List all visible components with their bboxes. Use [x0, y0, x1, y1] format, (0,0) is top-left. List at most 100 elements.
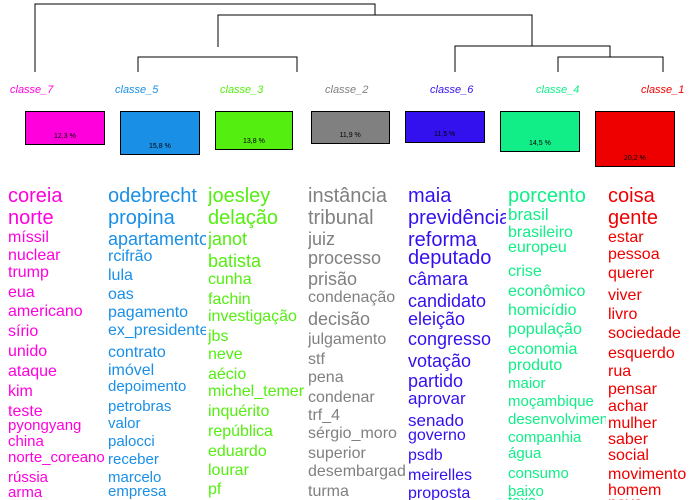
word-item: china — [8, 433, 44, 450]
word-item: trump — [8, 264, 49, 281]
word-item: superior — [308, 445, 366, 462]
word-item: econômico — [508, 283, 586, 300]
word-item: pagamento — [108, 304, 189, 321]
word-item: psdb — [408, 447, 443, 464]
word-item: querer — [608, 265, 655, 282]
class-size-box-classe-7 — [25, 111, 105, 145]
class-size-box-classe-2 — [311, 111, 390, 144]
word-item: marcelo — [108, 469, 162, 486]
word-item: julgamento — [308, 331, 387, 348]
word-item: janot — [208, 229, 248, 249]
word-item: república — [208, 423, 273, 440]
word-item: palocci — [108, 433, 155, 450]
word-item: condenar — [308, 389, 375, 406]
word-item: mulher — [608, 415, 657, 432]
word-item: produto — [508, 357, 563, 374]
word-column-classe-7: coreia norte míssil nuclear trump eua american… — [8, 186, 106, 500]
word-item: stf — [308, 351, 325, 368]
word-item: moçambique — [508, 393, 594, 410]
word-item: gente — [608, 207, 659, 229]
word-item: processo — [308, 248, 382, 268]
word-item: aécio — [208, 366, 247, 383]
word-item: michel_temer — [208, 383, 305, 400]
word-item: lourar — [208, 462, 249, 479]
word-item: pf — [208, 481, 222, 498]
word-item: estar — [608, 229, 644, 246]
word-item: rcifrão — [108, 248, 153, 265]
word-item: pensar — [608, 381, 657, 398]
class-label-classe-4: classe_4 — [536, 84, 580, 96]
word-item: oas — [108, 286, 134, 303]
word-item: saber — [608, 431, 649, 448]
word-item: instância — [308, 186, 387, 207]
word-item: população — [508, 321, 582, 338]
class-size-box-classe-5 — [120, 111, 200, 155]
word-item: água — [508, 445, 542, 462]
class-label-classe-2: classe_2 — [325, 84, 369, 96]
word-item: livro — [608, 306, 638, 323]
word-item: valor — [108, 415, 141, 432]
word-item: homicídio — [508, 302, 577, 319]
word-item: inquérito — [208, 403, 270, 420]
dendrogram-root-branch — [34, 3, 376, 72]
word-item: pyongyang — [8, 417, 82, 434]
class-size-box-classe-4 — [500, 111, 580, 152]
word-item: reforma — [408, 229, 477, 251]
class-percent-classe-4: 14,5 % — [529, 140, 551, 147]
word-item: coisa — [608, 186, 655, 207]
class-size-box-classe-3 — [215, 111, 293, 150]
word-item: cunha — [208, 271, 252, 288]
word-item: deputado — [408, 247, 492, 269]
word-column-classe-6: maia previdência reforma deputado câmara cand… — [408, 186, 506, 500]
dendrogram-branch-6-4-1 — [454, 45, 611, 72]
word-item: decisão — [308, 309, 371, 329]
word-item: pessoa — [608, 246, 660, 263]
class-percent-classe-3: 13,8 % — [243, 138, 265, 145]
dendrogram-branch-5-3-2 — [137, 56, 298, 72]
word-item: europeu — [508, 239, 567, 256]
word-item: rússia — [8, 469, 49, 486]
word-item: contrato — [108, 344, 166, 361]
word-item: imóvel — [108, 362, 155, 379]
word-item: desenvolvimento — [508, 411, 606, 428]
word-item: economia — [508, 341, 578, 358]
word-item: governo — [408, 427, 466, 444]
word-item: kim — [8, 383, 33, 400]
class-percent-classe-6: 11,5 % — [434, 131, 456, 138]
word-item: homem — [608, 482, 662, 499]
word-item: desembargador — [308, 463, 406, 480]
word-item: brasileiro — [508, 224, 573, 241]
word-item: nuclear — [8, 247, 61, 264]
word-item: delação — [208, 207, 279, 229]
word-item: aprovar — [408, 389, 466, 408]
word-item: câmara — [408, 269, 469, 289]
word-item: porcento — [508, 186, 586, 207]
word-item: eua — [8, 284, 35, 301]
word-item: consumo — [508, 465, 569, 482]
word-item: social — [608, 447, 649, 464]
word-item: jbs — [208, 328, 229, 345]
class-percent-classe-1: 20,2 % — [624, 155, 646, 162]
word-item: esquerdo — [608, 345, 675, 362]
word-item: taxa — [508, 494, 536, 500]
word-item: partido — [408, 371, 464, 391]
word-item: unido — [8, 343, 48, 360]
class-label-classe-5: classe_5 — [115, 84, 159, 96]
word-item: lula — [108, 267, 133, 284]
word-item: norte — [8, 207, 54, 229]
class-label-classe-1: classe_1 — [641, 84, 685, 96]
word-item: senado — [408, 411, 464, 430]
word-item: congresso — [408, 329, 492, 349]
word-item: apartamento — [108, 229, 206, 249]
word-item: sérgio_moro — [308, 425, 397, 442]
word-item: neve — [208, 346, 243, 363]
word-item: brasil — [508, 205, 549, 224]
word-column-classe-2: instância tribunal juiz processo prisão conde… — [308, 186, 406, 500]
word-item: sírio — [8, 323, 39, 340]
word-item: crise — [508, 263, 542, 280]
word-item: maia — [408, 186, 452, 207]
word-item: ex_presidente — [108, 322, 206, 339]
word-column-classe-4: porcento brasil brasileiro europeu crise econ… — [508, 186, 606, 500]
class-size-box-classe-6 — [405, 111, 485, 143]
